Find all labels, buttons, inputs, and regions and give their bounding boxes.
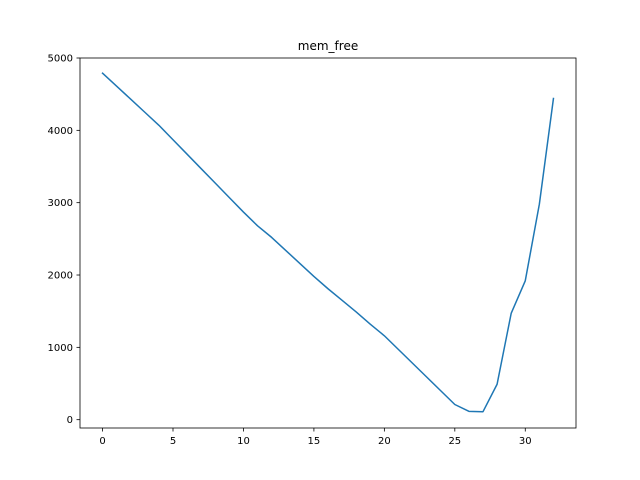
y-tick-label: 5000 bbox=[48, 54, 73, 65]
x-tick-label: 5 bbox=[170, 436, 176, 447]
y-tick-label: 1000 bbox=[48, 343, 73, 354]
x-tick-label: 20 bbox=[378, 436, 391, 447]
data-points bbox=[103, 73, 554, 412]
x-axis: 0 5 10 15 20 25 30 bbox=[99, 428, 532, 447]
x-tick-label: 30 bbox=[519, 436, 532, 447]
y-tick-label: 3000 bbox=[48, 198, 73, 209]
x-tick-label: 0 bbox=[99, 436, 105, 447]
x-tick-label: 25 bbox=[448, 436, 461, 447]
x-tick-label: 10 bbox=[237, 436, 250, 447]
x-tick-label: 15 bbox=[308, 436, 321, 447]
y-tick-label: 0 bbox=[67, 415, 73, 426]
chart-title: mem_free bbox=[298, 39, 358, 53]
series-line-mem-free bbox=[101, 72, 555, 413]
y-axis: 0 1000 2000 3000 4000 5000 bbox=[48, 54, 80, 426]
plot-area-frame bbox=[79, 57, 577, 429]
y-tick-label: 4000 bbox=[48, 126, 73, 137]
y-tick-label: 2000 bbox=[48, 271, 73, 282]
